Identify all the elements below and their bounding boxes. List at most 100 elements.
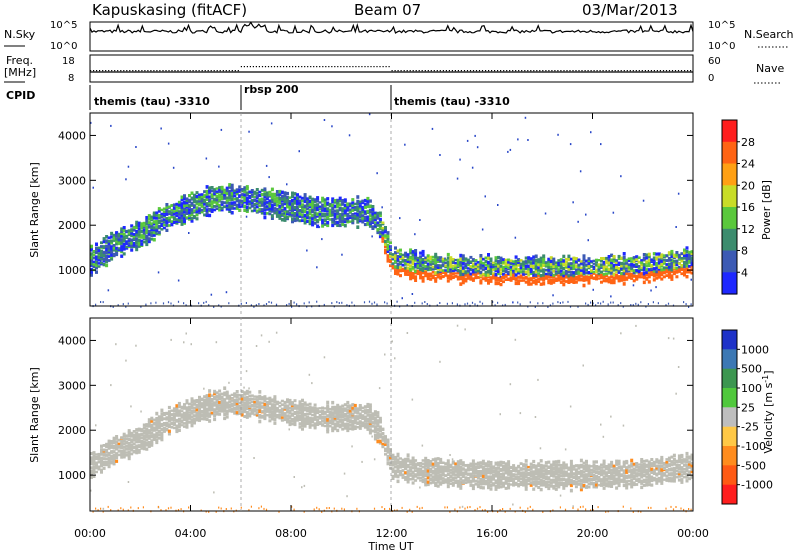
vel-cell [481, 459, 485, 463]
power-cell [112, 248, 116, 252]
power-cell [381, 237, 385, 240]
power-cell [275, 193, 279, 197]
nave-dot [575, 70, 577, 72]
power-ground [275, 303, 278, 306]
vel-cell [562, 483, 566, 488]
vel-cell [484, 476, 488, 480]
power-cell [258, 190, 262, 194]
power-cell [667, 265, 671, 269]
power-cell [474, 275, 478, 278]
vel-cell [152, 418, 156, 422]
nave-dot [222, 70, 224, 72]
power-cell [459, 276, 463, 281]
power-cell [95, 246, 98, 251]
power-cell [680, 259, 684, 263]
vel-cell [177, 401, 181, 406]
power-cell [414, 252, 418, 256]
power-cell [421, 253, 425, 257]
vel-cell [333, 416, 337, 420]
vel-cell [358, 408, 362, 412]
power-cell [102, 250, 106, 254]
vel-cell [265, 397, 269, 400]
power-cell [117, 238, 121, 241]
power-cell [494, 262, 498, 266]
power-cell [210, 205, 214, 209]
vel-cell [132, 437, 136, 440]
vel-cell [130, 438, 134, 442]
vel-cell [150, 419, 154, 423]
vel-cell [175, 427, 179, 431]
power-cell [426, 265, 430, 269]
power-cell [421, 258, 425, 262]
vel-cell [165, 421, 169, 425]
vel-cell [499, 482, 503, 486]
power-cell [142, 230, 146, 233]
power-cell [461, 256, 465, 261]
vel-cell [167, 412, 171, 416]
vel-cell [378, 433, 382, 437]
vel-cell [170, 416, 174, 419]
vel-cell [183, 422, 186, 425]
power-cell [527, 259, 531, 263]
power-cell [605, 274, 609, 278]
vel-cell [120, 443, 124, 447]
power-cell [157, 209, 161, 213]
vel-cell [230, 397, 234, 400]
power-cell [454, 275, 458, 278]
power-cell [529, 277, 533, 281]
power-scatter [167, 142, 170, 145]
vel-ground [532, 508, 534, 511]
power-cell [225, 207, 229, 211]
power-cell [260, 200, 264, 204]
power-cell [675, 263, 679, 267]
power-cell [223, 188, 227, 192]
power-cell [461, 277, 465, 282]
power-cell [642, 273, 646, 278]
vel-cell [509, 483, 513, 486]
vel-cell [562, 486, 566, 490]
vel-ground [409, 508, 411, 511]
power-cell [411, 259, 415, 263]
nave-dot [394, 70, 396, 72]
power-cell [185, 208, 189, 212]
power-cell [326, 201, 330, 205]
vel-cell [270, 403, 274, 406]
vel-cell [494, 472, 498, 476]
power-cell [240, 199, 244, 203]
vel-cell [263, 408, 267, 412]
vel-cell [220, 392, 224, 396]
vel-ground [373, 507, 376, 510]
vel-cell [358, 405, 362, 409]
power-cell [605, 258, 609, 262]
noise-right-tick-top: 10^5 [708, 20, 735, 31]
vel-cell [373, 427, 377, 432]
vel-cell [366, 419, 370, 423]
power-scatter [127, 165, 130, 168]
power-ground [351, 301, 353, 304]
power-cell [215, 204, 219, 208]
power-cell [431, 270, 435, 274]
power-cell [487, 269, 490, 274]
power-cell [260, 203, 264, 207]
power-cell [215, 187, 219, 190]
vel-cell [572, 475, 576, 479]
power-cell [522, 273, 526, 276]
power-cell [585, 278, 588, 282]
vel-cell [517, 464, 521, 468]
vel-cell [152, 433, 156, 436]
power-cell [612, 255, 616, 259]
power-cell [665, 268, 669, 272]
power-cell [574, 264, 578, 269]
power-cell [321, 212, 325, 216]
power-cell [147, 217, 151, 221]
power-cell [630, 277, 634, 280]
power-cell [461, 269, 465, 273]
power-cell [409, 260, 413, 264]
power-cell [617, 279, 621, 283]
power-ground [316, 300, 318, 303]
vel-ground [527, 507, 529, 510]
vel-cell [484, 480, 488, 483]
power-cell [677, 265, 681, 269]
vel-cell [569, 463, 573, 467]
vel-cell [381, 445, 385, 449]
